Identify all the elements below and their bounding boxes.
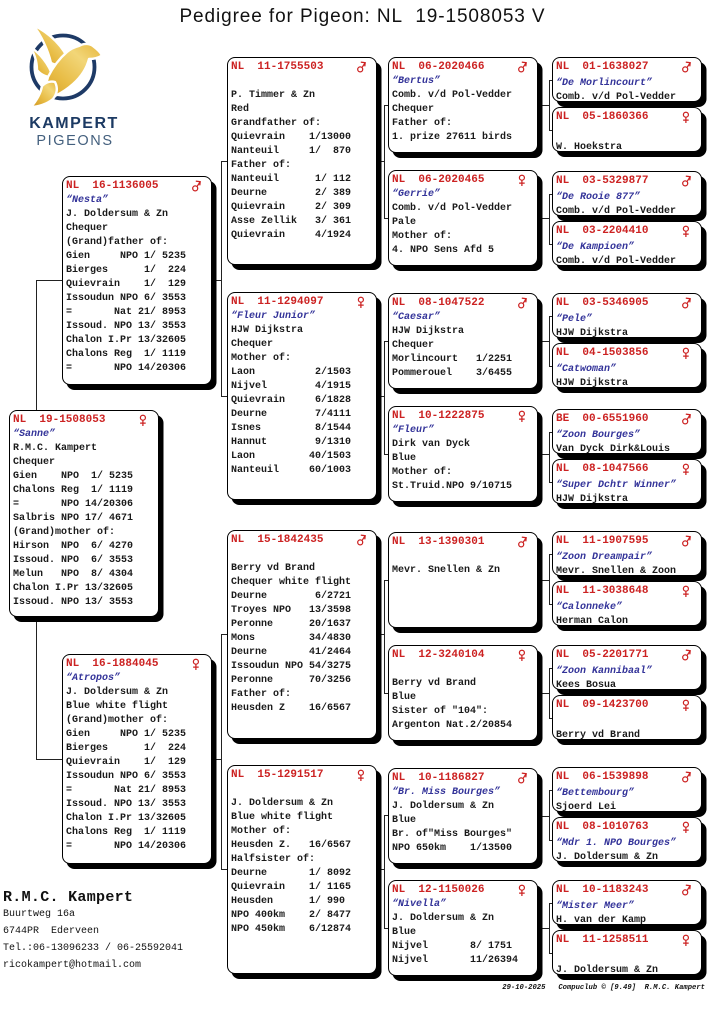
svg-text:PIGEONS: PIGEONS <box>36 133 113 149</box>
svg-text:KAMPERT: KAMPERT <box>29 115 119 132</box>
